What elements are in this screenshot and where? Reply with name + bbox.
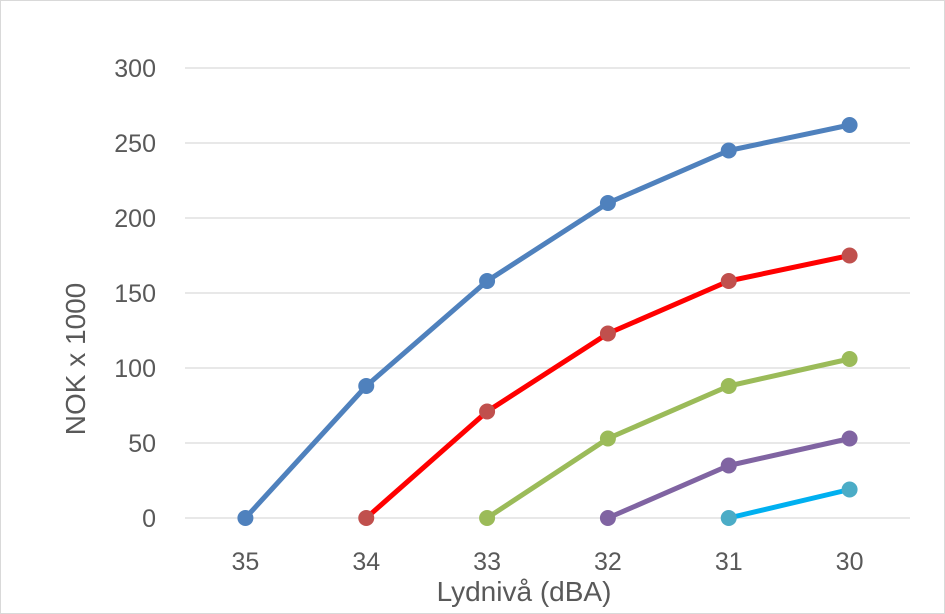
y-tick-label: 200 xyxy=(114,205,156,233)
data-point xyxy=(358,510,375,526)
series-1 xyxy=(237,117,858,526)
data-point xyxy=(237,510,254,526)
x-tick-label: 33 xyxy=(473,548,501,576)
x-tick-label: 31 xyxy=(715,548,743,576)
series-3 xyxy=(479,351,858,526)
x-tick-label: 34 xyxy=(352,548,380,576)
series-2 xyxy=(358,247,858,526)
data-point xyxy=(599,195,616,211)
y-tick-label: 300 xyxy=(114,55,156,83)
series-line xyxy=(484,356,853,521)
data-point xyxy=(841,351,858,367)
series-layer xyxy=(237,117,858,526)
x-axis-title: Lydnivå (dBA) xyxy=(437,576,612,607)
data-point xyxy=(599,430,616,447)
data-point xyxy=(720,378,737,394)
data-point xyxy=(479,510,496,526)
y-tick-label: 250 xyxy=(114,130,156,158)
data-point xyxy=(841,117,858,133)
data-point xyxy=(841,247,858,264)
y-tick-label: 100 xyxy=(114,355,156,383)
data-point xyxy=(720,510,737,526)
x-axis-ticks: 35 34 33 32 31 30 xyxy=(232,548,864,576)
gridlines xyxy=(185,67,910,519)
x-tick-label: 30 xyxy=(836,548,864,576)
x-tick-label: 35 xyxy=(232,548,260,576)
data-point xyxy=(599,325,616,342)
series-5 xyxy=(720,481,858,526)
y-axis-ticks: 0 50 100 150 200 250 300 xyxy=(114,55,156,533)
series-line xyxy=(242,122,853,521)
series-line xyxy=(605,436,853,521)
data-point xyxy=(599,510,616,526)
y-axis-title: NOK x 1000 xyxy=(60,283,91,436)
data-point xyxy=(720,273,737,289)
series-line xyxy=(363,253,853,521)
x-tick-label: 32 xyxy=(594,548,622,576)
data-point xyxy=(479,403,496,420)
y-tick-label: 50 xyxy=(128,430,156,458)
series-line xyxy=(726,487,853,521)
data-point xyxy=(358,378,375,394)
data-point xyxy=(841,481,858,498)
y-tick-label: 150 xyxy=(114,280,156,308)
series-4 xyxy=(599,430,858,526)
data-point xyxy=(479,273,496,289)
data-point xyxy=(720,142,737,159)
data-point xyxy=(720,457,737,474)
data-point xyxy=(841,430,858,447)
y-tick-label: 0 xyxy=(142,505,156,533)
